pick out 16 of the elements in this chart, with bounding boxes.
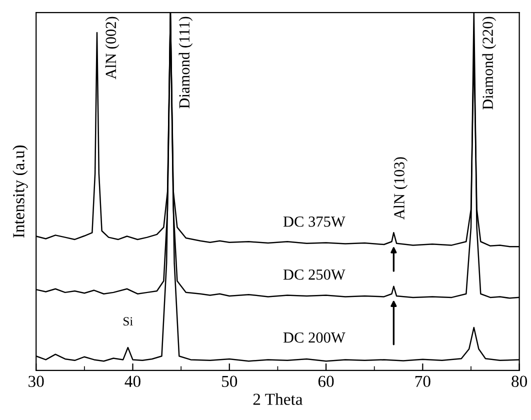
annotation: Diamond (111) <box>178 16 193 108</box>
series-label: DC 375W <box>283 216 346 227</box>
x-tick-label: 30 <box>28 376 44 388</box>
annotation: AlN (002) <box>105 16 120 80</box>
annotation: Diamond (220) <box>482 16 496 110</box>
annotation: AlN (103) <box>394 157 408 220</box>
x-tick-label: 50 <box>222 376 238 388</box>
x-axis-title: 2 Theta <box>253 393 303 405</box>
x-tick-label: 70 <box>415 376 430 388</box>
series-label: DC 250W <box>283 269 346 280</box>
x-tick-label: 40 <box>124 376 140 388</box>
x-tick-label: 60 <box>318 376 334 388</box>
x-tick-label: 80 <box>512 376 528 388</box>
series-label: DC 200W <box>283 332 346 343</box>
annotation: Si <box>124 317 133 326</box>
y-axis-title: Intensity (a.u) <box>12 146 28 238</box>
